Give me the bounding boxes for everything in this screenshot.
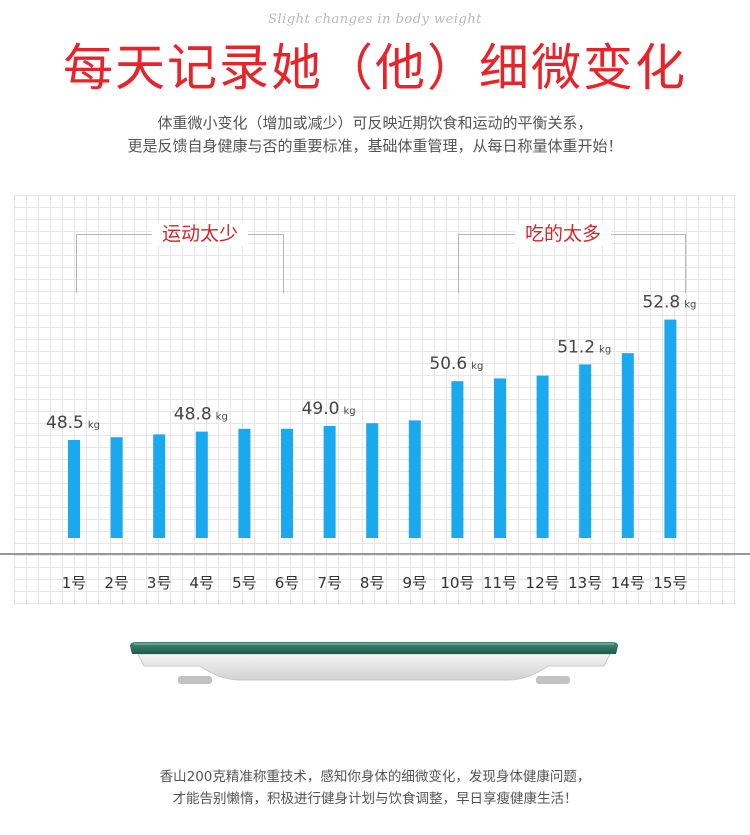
value-label: 49.0 kg bbox=[302, 399, 356, 419]
x-tick-label: 10号 bbox=[440, 574, 474, 592]
subtitle-script: Slight changes in body weight bbox=[268, 12, 482, 27]
x-tick-label: 8号 bbox=[360, 574, 385, 592]
intro-line-1: 体重微小变化（增加或减少）可反映近期饮食和运动的平衡关系， bbox=[157, 114, 593, 132]
footer-line-1: 香山200克精准称重技术，感知你身体的细微变化，发现身体健康问题， bbox=[159, 769, 591, 785]
value-labels-group: 48.5 kg 48.8 kg 49.0 kg 50.6 kg 51.2 kg 52.8 kg bbox=[46, 293, 696, 433]
x-tick-label: 11号 bbox=[483, 574, 517, 592]
footer-text: 香山200克精准称重技术，感知你身体的细微变化，发现身体健康问题， 才能告别懒惰… bbox=[0, 766, 750, 810]
value-label: 50.6 kg bbox=[429, 354, 483, 374]
bar-9 bbox=[408, 420, 421, 538]
bar-7 bbox=[323, 426, 336, 538]
title-highlight: 每天记录 bbox=[63, 39, 271, 97]
x-tick-label: 7号 bbox=[317, 574, 342, 592]
x-tick-label: 15号 bbox=[653, 574, 687, 592]
x-tick-label: 5号 bbox=[232, 574, 257, 592]
bar-15 bbox=[664, 319, 677, 538]
x-tick-label: 4号 bbox=[190, 574, 215, 592]
bar-12 bbox=[536, 375, 549, 538]
value-label: 48.5 kg bbox=[46, 413, 100, 433]
x-tick-label: 3号 bbox=[147, 574, 172, 592]
bar-8 bbox=[366, 423, 379, 538]
value-label: 48.8 kg bbox=[174, 405, 228, 425]
bar-6 bbox=[281, 428, 293, 538]
bar-4 bbox=[195, 431, 208, 538]
annotation-label-left: 运动太少 bbox=[152, 222, 249, 246]
x-tick-label: 1号 bbox=[62, 574, 87, 592]
intro-text: 体重微小变化（增加或减少）可反映近期饮食和运动的平衡关系， 更是反馈自身健康与否… bbox=[0, 112, 750, 158]
bar-3 bbox=[153, 434, 166, 538]
bar-13 bbox=[579, 364, 592, 538]
bar-10 bbox=[451, 381, 464, 538]
bar-5 bbox=[238, 428, 251, 538]
annotation-label-right: 吃的太多 bbox=[515, 222, 612, 246]
value-label: 51.2 kg bbox=[557, 337, 611, 357]
x-tick-label: 9号 bbox=[403, 574, 428, 592]
x-tick-labels-group: 1号 2号 3号 4号 5号 6号 7号 8号 9号 10号 11号 12号 13号 14号 15号 bbox=[62, 574, 688, 592]
bar-11 bbox=[494, 378, 506, 538]
x-tick-label: 6号 bbox=[275, 574, 300, 592]
bars-group bbox=[68, 319, 677, 538]
title-rest: 她（他）细微变化 bbox=[271, 39, 687, 97]
bar-2 bbox=[110, 437, 123, 538]
weight-bar-chart: 48.5 kg 48.8 kg 49.0 kg 50.6 kg 51.2 kg 52.8 kg 1号 2… bbox=[0, 293, 750, 592]
footer-line-2: 才能告别懒惰，积极进行健身计划与饮食调整，早日享瘦健康生活！ bbox=[172, 791, 578, 807]
scale-illustration bbox=[130, 642, 618, 684]
bar-1 bbox=[68, 440, 80, 538]
value-label: 52.8 kg bbox=[642, 293, 696, 313]
x-tick-label: 14号 bbox=[611, 574, 645, 592]
x-tick-label: 12号 bbox=[526, 574, 560, 592]
bar-14 bbox=[621, 353, 634, 538]
x-tick-label: 13号 bbox=[568, 574, 602, 592]
intro-line-2: 更是反馈自身健康与否的重要标准，基础体重管理，从每日称量体重开始！ bbox=[127, 137, 623, 155]
x-tick-label: 2号 bbox=[104, 574, 129, 592]
page-title: 每天记录她（他）细微变化 bbox=[0, 38, 750, 98]
